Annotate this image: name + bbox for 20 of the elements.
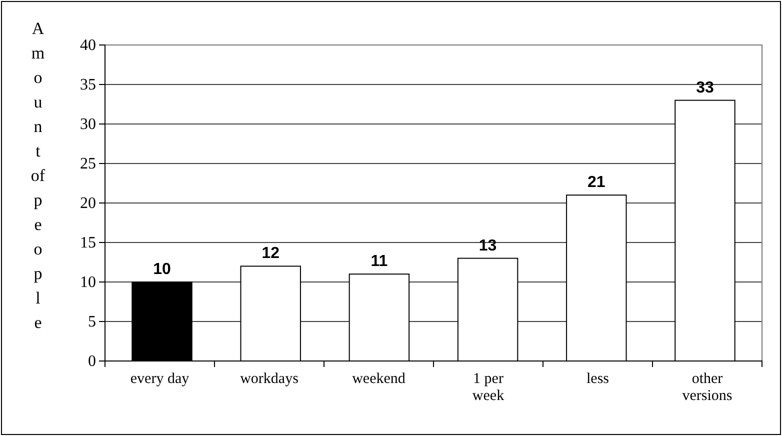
text: Amount of people bbox=[30, 19, 46, 332]
y-tick-label: 5 bbox=[88, 314, 96, 331]
x-tick-label: workdays bbox=[240, 371, 299, 387]
x-tick-label: less bbox=[586, 371, 610, 387]
y-tick-label: 30 bbox=[80, 116, 96, 134]
data-label: 10 bbox=[153, 261, 172, 278]
x-tick-label: every day bbox=[130, 371, 190, 387]
data-label: 11 bbox=[370, 253, 388, 270]
data-label: 12 bbox=[262, 245, 280, 262]
y-tick-label: 35 bbox=[80, 76, 96, 94]
y-tick-label: 25 bbox=[80, 156, 96, 173]
x-tick-label: other versions bbox=[682, 371, 732, 404]
data-label: 21 bbox=[587, 174, 606, 192]
y-tick-label: 10 bbox=[80, 274, 96, 292]
y-tick-label: 20 bbox=[80, 195, 96, 212]
y-tick-label: 0 bbox=[88, 353, 96, 370]
x-tick-label: weekend bbox=[352, 371, 406, 387]
y-tick-label: 15 bbox=[80, 234, 96, 252]
x-tick-label: 1 per week bbox=[472, 371, 505, 404]
y-tick-label: 40 bbox=[80, 37, 96, 54]
